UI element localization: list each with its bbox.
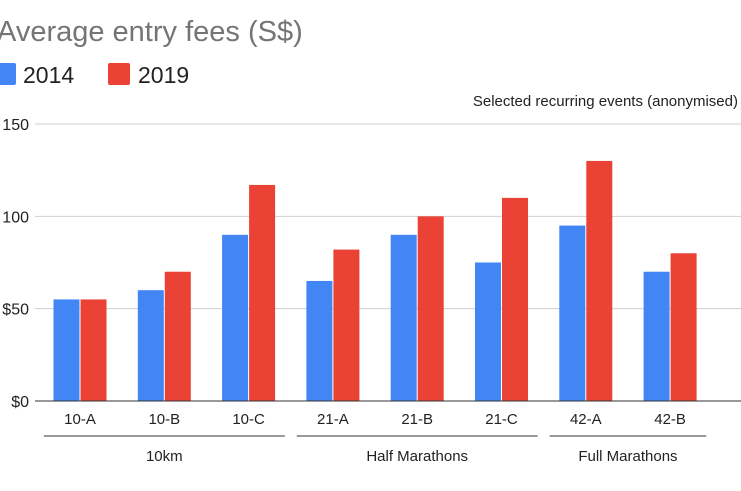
bar-2019-21-a	[333, 249, 360, 401]
bar-2014-21-c	[475, 262, 501, 401]
legend-swatch-2019	[108, 63, 130, 85]
y-tick-label: $0	[11, 394, 29, 411]
bar-2019-42-b	[670, 253, 697, 401]
bar-2019-21-b	[417, 216, 444, 401]
x-tick-label: 10-C	[232, 411, 265, 428]
x-tick-label: 10-A	[64, 411, 96, 428]
y-tick-label: 150	[2, 117, 29, 134]
legend-label-2014: 2014	[23, 62, 74, 88]
y-tick-label: $50	[2, 302, 29, 319]
bar-2014-42-b	[643, 271, 670, 401]
group-label-half-marathons: Half Marathons	[366, 448, 468, 465]
group-label-10km: 10km	[146, 448, 183, 465]
bar-2019-10-c	[249, 184, 276, 401]
bars	[53, 160, 697, 401]
x-axis-group-labels: 10km Half Marathons Full Marathons	[43, 435, 707, 465]
bar-2019-10-b	[164, 271, 191, 401]
bar-2014-42-a	[559, 225, 586, 401]
chart-subtitle: Selected recurring events (anonymised)	[473, 93, 738, 110]
y-tick-label: 100	[2, 209, 29, 226]
x-tick-label: 10-B	[148, 411, 180, 428]
legend: 2014 2019	[0, 62, 189, 88]
x-tick-label: 21-A	[317, 411, 349, 428]
x-tick-label: 21-B	[401, 411, 433, 428]
bar-2014-10-b	[137, 290, 164, 401]
bar-2019-10-a	[80, 299, 107, 401]
y-axis-tick-labels: $0 $50 100 150	[2, 117, 29, 411]
legend-swatch-2014	[0, 63, 16, 85]
bar-2019-21-c	[502, 197, 528, 401]
gridlines	[35, 123, 741, 310]
legend-label-2019: 2019	[138, 62, 189, 88]
bar-2014-21-a	[306, 280, 333, 401]
x-tick-label: 42-A	[570, 411, 602, 428]
bar-2014-10-c	[222, 234, 249, 401]
bar-2014-10-a	[53, 299, 80, 401]
chart-title: Average entry fees (S$)	[0, 16, 303, 48]
group-label-full-marathons: Full Marathons	[578, 448, 677, 465]
x-tick-label: 42-B	[654, 411, 686, 428]
bar-2014-21-b	[390, 234, 417, 401]
bar-2019-42-a	[586, 160, 613, 401]
x-axis-tick-labels: 10-A 10-B 10-C 21-A 21-B 21-C 42-A 42-B	[64, 411, 686, 428]
x-tick-label: 21-C	[485, 411, 518, 428]
